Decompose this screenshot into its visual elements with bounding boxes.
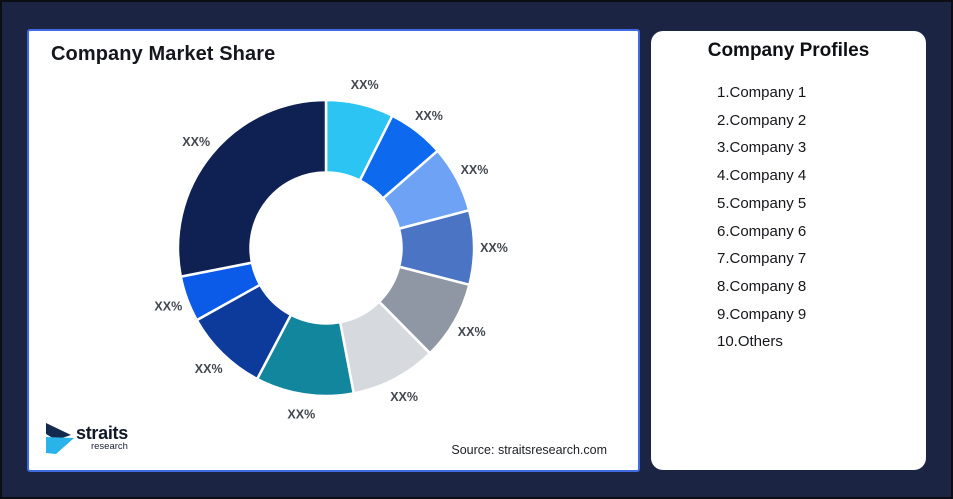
slice-label-10: XX% [182, 135, 210, 149]
logo-arrow-top [46, 423, 71, 440]
market-share-card: Company Market Share XX% XX% XX% XX% XX% XX% X… [27, 29, 640, 472]
profile-list-item: 10.Others [717, 333, 783, 351]
profiles-list: 1.Company 1 2.Company 2 3.Company 3 4.Compa… [717, 79, 806, 356]
slice-label-3: XX% [461, 163, 489, 177]
straits-research-logo: straits research [46, 422, 128, 454]
slice-label-8: XX% [195, 362, 223, 376]
logo-brand: straits [76, 422, 128, 443]
profile-list-item: 3.Company 3 [717, 139, 807, 157]
profile-list-item: 8.Company 8 [717, 277, 807, 295]
slice-label-7: XX% [287, 408, 315, 422]
profile-list-item: 6.Company 6 [717, 222, 807, 240]
logo-arrow-bottom [46, 437, 74, 454]
profiles-title: Company Profiles [707, 40, 870, 61]
profile-list-item: 9.Company 9 [717, 305, 807, 323]
chart-title: Company Market Share [51, 43, 276, 65]
logo-text: straits research [76, 422, 128, 452]
slice-label-5: XX% [458, 325, 486, 339]
profile-list-item: 2.Company 2 [717, 111, 807, 129]
slice-label-6: XX% [390, 390, 418, 404]
slice-label-2: XX% [415, 109, 443, 123]
profile-list-item: 7.Company 7 [717, 250, 807, 268]
profile-list-item: 4.Company 4 [717, 167, 807, 185]
slice-label-9: XX% [154, 299, 182, 313]
donut-segment-10 [176, 98, 328, 278]
straits-arrow-icon [46, 423, 74, 454]
logo-sub: research [90, 440, 128, 452]
slice-label-4: XX% [480, 241, 508, 255]
source-note: Source: straitsresearch.com [451, 443, 607, 457]
profile-list-item: 5.Company 5 [717, 194, 807, 212]
slice-label-1: XX% [351, 78, 379, 92]
profile-list-item: 1.Company 1 [717, 84, 807, 101]
company-profiles-card: Company Profiles 1.Company 1 2.Company 2 3… [651, 31, 926, 470]
donut-chart: XX% XX% XX% XX% XX% XX% XX% XX% XX% XX% [154, 78, 508, 422]
